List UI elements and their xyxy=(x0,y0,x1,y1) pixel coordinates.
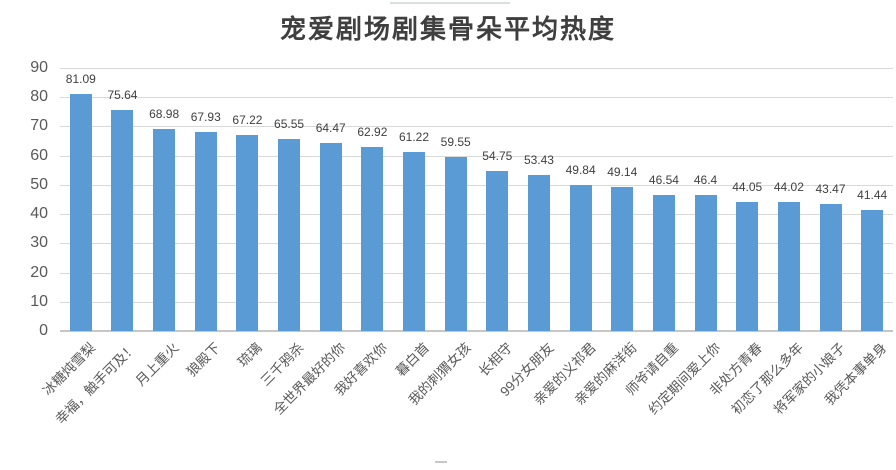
bar-value-label: 64.47 xyxy=(315,120,346,135)
bar[interactable] xyxy=(819,203,842,331)
bar[interactable] xyxy=(111,109,134,331)
gridline xyxy=(60,68,893,69)
bar[interactable] xyxy=(361,147,384,331)
bar-value-label: 61.22 xyxy=(399,130,430,145)
bar-value-label: 67.93 xyxy=(190,110,221,125)
bar-value-label: 59.55 xyxy=(440,134,471,149)
bar[interactable] xyxy=(694,195,717,331)
bar[interactable] xyxy=(403,152,426,331)
gridline xyxy=(60,184,893,186)
y-axis-tick-label: 20 xyxy=(30,263,48,281)
x-axis-category-label: 初恋了那么多年 xyxy=(729,340,807,418)
x-axis-category-label: 暮白首 xyxy=(392,340,432,380)
bar-value-label: 41.44 xyxy=(857,187,888,202)
y-axis-tick-label: 30 xyxy=(30,234,48,252)
gridline xyxy=(60,214,893,216)
chart-title: 宠爱剧场剧集骨朵平均热度 xyxy=(279,15,616,44)
y-axis-tick-label: 90 xyxy=(30,59,48,76)
bar-value-label: 53.43 xyxy=(523,152,554,167)
x-axis-category-label: 长相守 xyxy=(475,340,515,380)
gridline xyxy=(60,272,893,274)
bar[interactable] xyxy=(652,194,675,331)
bar[interactable] xyxy=(861,209,884,331)
bar-value-label: 68.98 xyxy=(149,107,180,122)
clipped-edge-artifact-bottom xyxy=(435,461,447,463)
bar-value-label: 75.64 xyxy=(107,87,138,102)
bar-value-label: 49.84 xyxy=(565,163,596,178)
bar-value-label: 43.47 xyxy=(815,181,846,196)
bar[interactable] xyxy=(69,94,92,331)
bar-value-label: 65.55 xyxy=(274,117,305,132)
bar[interactable] xyxy=(527,174,550,331)
bar-value-label: 49.14 xyxy=(607,165,638,180)
x-axis-line xyxy=(60,330,893,332)
bar[interactable] xyxy=(777,202,800,331)
y-axis-tick-label: 40 xyxy=(30,205,48,223)
bar-value-label: 81.09 xyxy=(65,72,96,87)
bar[interactable] xyxy=(194,132,217,331)
bar[interactable] xyxy=(444,156,467,331)
y-axis-tick-label: 80 xyxy=(30,88,48,106)
x-axis-category-label: 月上重火 xyxy=(132,340,182,389)
bar[interactable] xyxy=(486,171,509,331)
bar[interactable] xyxy=(236,134,259,331)
bar-value-label: 46.4 xyxy=(693,173,718,188)
y-axis-tick-label: 70 xyxy=(30,117,48,135)
x-axis-category-label: 狼殿下 xyxy=(184,340,224,380)
gridline xyxy=(60,243,893,245)
gridline xyxy=(60,97,893,99)
bar[interactable] xyxy=(611,187,634,331)
bar[interactable] xyxy=(153,129,176,331)
bar-value-label: 67.22 xyxy=(232,112,263,127)
bar[interactable] xyxy=(569,185,592,331)
bar[interactable] xyxy=(278,139,301,331)
y-axis-tick-label: 10 xyxy=(30,292,48,310)
bar-value-label: 44.05 xyxy=(732,180,763,195)
y-axis-tick-label: 50 xyxy=(30,175,48,193)
bar-value-label: 46.54 xyxy=(648,172,679,187)
x-axis-category-label: 琉璃 xyxy=(235,340,266,370)
y-axis-tick-label: 0 xyxy=(39,322,48,339)
bar[interactable] xyxy=(319,142,342,331)
bar-value-label: 62.92 xyxy=(357,125,388,140)
bar[interactable] xyxy=(736,202,759,331)
gridline xyxy=(60,126,893,128)
gridline xyxy=(60,155,893,157)
gridline xyxy=(60,301,893,303)
y-axis-tick-label: 60 xyxy=(30,146,48,164)
bar-value-label: 44.02 xyxy=(773,180,804,195)
clipped-edge-artifact-top xyxy=(390,2,510,4)
bar-value-label: 54.75 xyxy=(482,149,513,163)
